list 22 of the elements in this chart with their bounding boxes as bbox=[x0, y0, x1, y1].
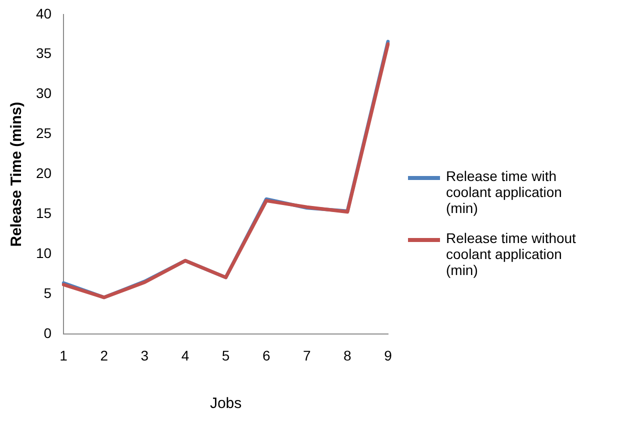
y-tick-label: 20 bbox=[36, 165, 52, 182]
x-tick-label: 1 bbox=[60, 347, 68, 364]
y-tick-label: 35 bbox=[36, 45, 52, 62]
x-tick-label: 6 bbox=[262, 347, 270, 364]
y-tick-label: 5 bbox=[44, 285, 52, 302]
x-tick-label: 4 bbox=[181, 347, 190, 364]
x-tick-label: 7 bbox=[302, 347, 311, 364]
legend-label: Release time without coolant application (min) bbox=[446, 230, 577, 278]
y-tick-label: 25 bbox=[36, 125, 52, 142]
y-tick-label: 40 bbox=[36, 5, 52, 22]
y-tick-label: 0 bbox=[44, 325, 52, 342]
y-axis-title: Release Time (mins) bbox=[8, 102, 26, 247]
x-axis-title: Jobs bbox=[210, 395, 242, 412]
x-tick-label: 3 bbox=[140, 347, 149, 364]
x-tick-label: 2 bbox=[100, 347, 108, 364]
x-tick-label: 5 bbox=[222, 347, 230, 364]
y-tick-label: 30 bbox=[36, 85, 52, 102]
y-tick-label: 10 bbox=[36, 245, 52, 262]
legend-label: Release time with coolant application (min) bbox=[446, 168, 563, 216]
y-tick-label: 15 bbox=[36, 205, 52, 222]
x-tick-label: 8 bbox=[344, 347, 352, 364]
x-tick-label: 9 bbox=[384, 347, 392, 364]
